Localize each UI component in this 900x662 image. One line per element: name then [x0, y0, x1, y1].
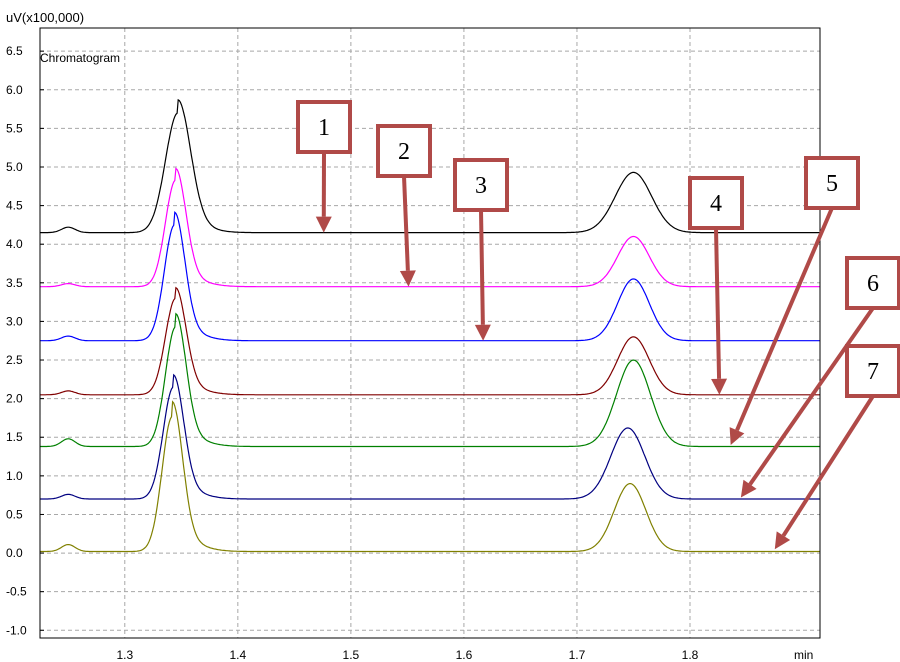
y-tick-label: 0.5	[6, 507, 23, 521]
callout-label-3: 3	[475, 173, 487, 199]
callout-arrowhead-4	[711, 378, 728, 395]
y-tick-label: 3.5	[6, 276, 23, 290]
x-tick-label: 1.6	[456, 648, 473, 662]
x-tick-label: 1.4	[229, 648, 246, 662]
y-tick-label: 5.5	[6, 121, 23, 135]
series-line-4	[40, 286, 820, 396]
callout-label-4: 4	[710, 191, 722, 217]
series-line-2	[40, 167, 820, 288]
callout-arrowhead-5	[729, 427, 745, 445]
y-tick-label: 1.5	[6, 430, 23, 444]
series-line-1	[40, 98, 820, 234]
callout-arrowhead-6	[740, 479, 757, 498]
callout-arrow-7	[781, 394, 875, 537]
x-tick-label: 1.5	[343, 648, 360, 662]
y-tick-label: 0.0	[6, 546, 23, 560]
y-tick-label: -0.5	[6, 585, 27, 599]
y-axis-unit-label: uV(x100,000)	[6, 10, 84, 25]
callout-label-7: 7	[867, 359, 879, 385]
x-axis-unit-label: min	[794, 648, 813, 662]
y-tick-label: 2.5	[6, 353, 23, 367]
callout-label-2: 2	[398, 139, 410, 165]
y-tick-label: 6.5	[6, 44, 23, 58]
series-lines	[40, 98, 820, 553]
callout-arrow-4	[714, 227, 722, 379]
callout-label-5: 5	[826, 171, 838, 197]
callout-arrow-3	[479, 209, 485, 325]
y-tick-label: 2.0	[6, 392, 23, 406]
callout-arrow-6	[748, 306, 875, 486]
callouts: 1 2 3 4 5 6 7	[296, 100, 900, 550]
x-tick-label: 1.3	[116, 648, 133, 662]
callout-box-1	[296, 100, 352, 154]
callout-box-3	[453, 158, 509, 212]
series-line-7	[40, 400, 820, 553]
x-tick-label: 1.7	[569, 648, 586, 662]
chart-title: Chromatogram	[40, 51, 120, 65]
gridlines	[40, 28, 820, 638]
callout-box-7	[845, 344, 900, 398]
series-line-3	[40, 210, 820, 342]
y-tick-label: 4.0	[6, 237, 23, 251]
series-line-5	[40, 312, 820, 448]
plot-frame	[39, 27, 821, 639]
callout-box-2	[376, 124, 432, 178]
y-tick-label: 5.0	[6, 160, 23, 174]
series-line-6	[40, 373, 820, 500]
callout-arrowhead-7	[774, 531, 791, 550]
y-tick-label: 3.0	[6, 314, 23, 328]
y-tick-label: 1.0	[6, 469, 23, 483]
y-tick-label: 4.5	[6, 199, 23, 213]
callout-box-5	[804, 156, 860, 210]
callout-arrow-2	[402, 175, 410, 271]
callout-box-6	[845, 256, 900, 310]
y-tick-label: -1.0	[6, 623, 27, 637]
callout-label-6: 6	[867, 271, 879, 297]
y-tick-label: 6.0	[6, 83, 23, 97]
axis-ticks: 1.3 1.4 1.5 1.6 1.7 1.8 6.5 6.0 5.5 5.0 4.5 4.0 3.5 3…	[6, 44, 699, 662]
callout-arrow-5	[735, 207, 834, 432]
callout-arrowhead-1	[315, 216, 332, 233]
callout-box-4	[688, 176, 744, 230]
callout-label-1: 1	[318, 115, 330, 141]
x-tick-label: 1.8	[682, 648, 699, 662]
callout-arrowhead-2	[399, 270, 416, 287]
callout-arrowhead-3	[474, 324, 491, 341]
